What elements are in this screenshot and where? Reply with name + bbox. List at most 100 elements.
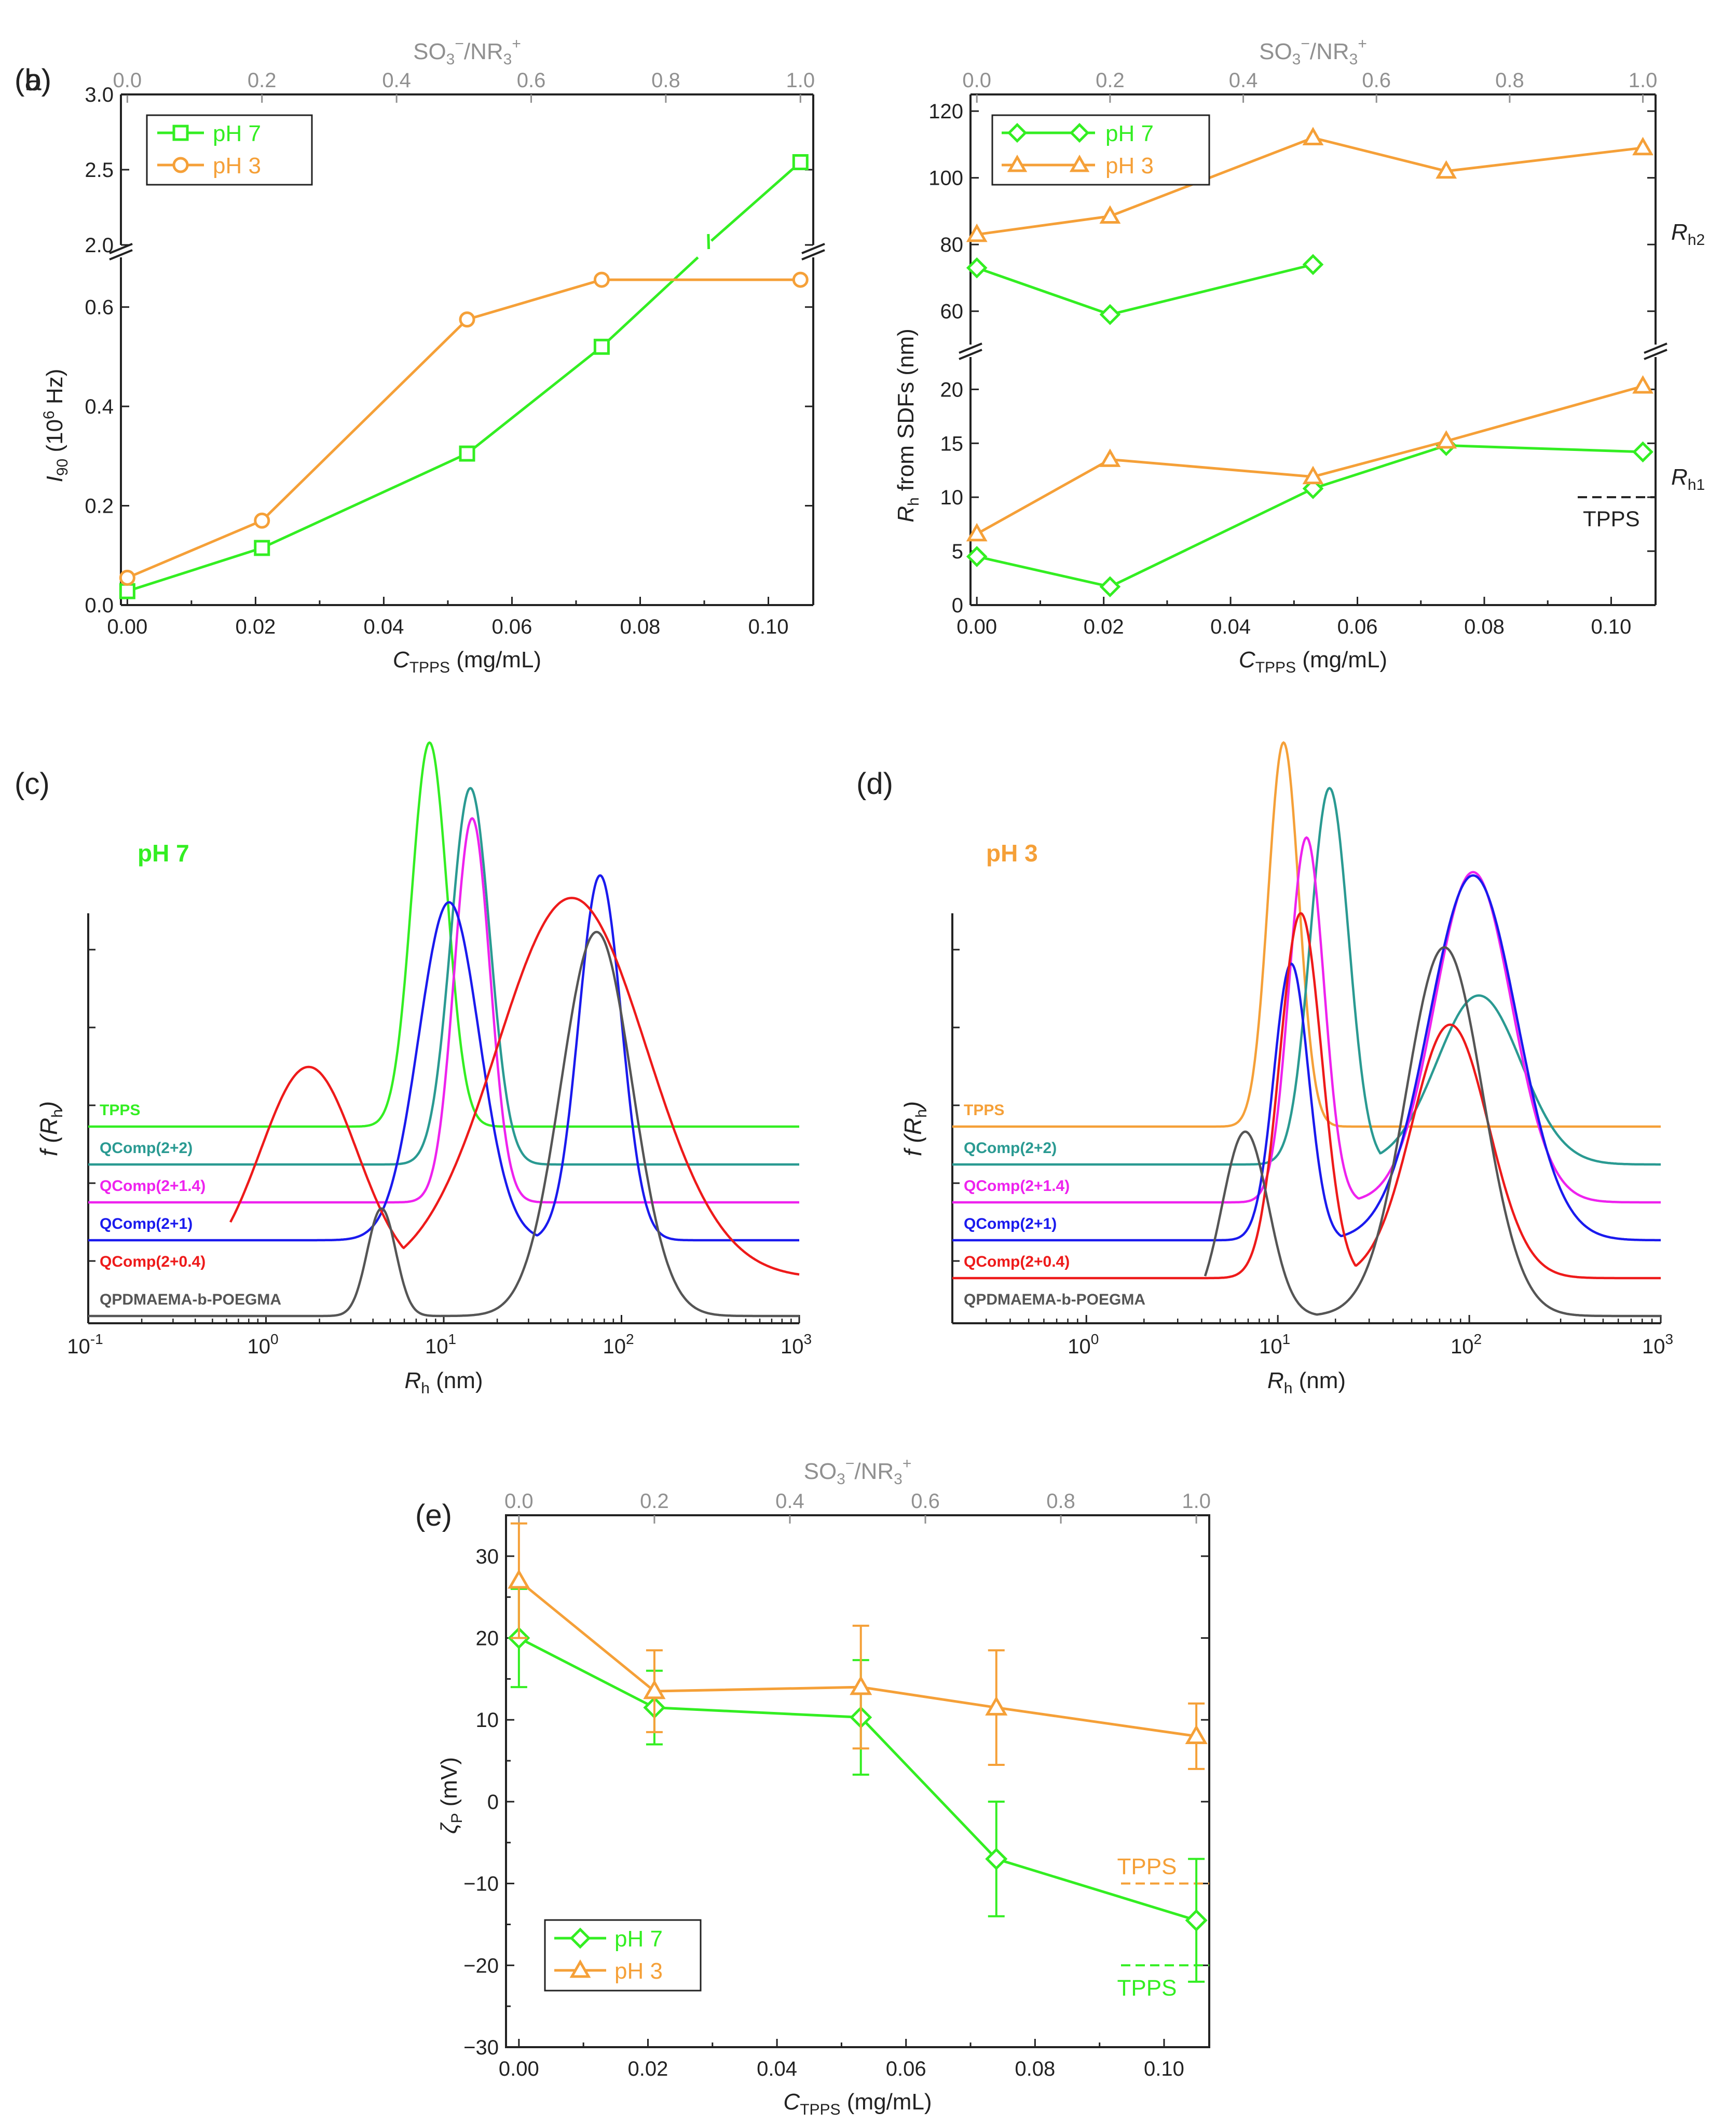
- y-tick-label: −10: [463, 1873, 499, 1896]
- series-line-green: [976, 444, 1643, 588]
- text-span: R: [1671, 220, 1688, 245]
- text-span: 2: [626, 1331, 634, 1347]
- text-span: 10: [425, 1335, 448, 1358]
- y-tick-label: −30: [463, 2036, 499, 2059]
- x-tick-label: 0.02: [628, 2058, 668, 2080]
- x-tick-label: 102: [603, 1331, 634, 1358]
- top-axis-label: SO3−/NR3+: [1259, 35, 1367, 68]
- curve-label: TPPS: [100, 1102, 140, 1119]
- text-span: 1: [1282, 1331, 1291, 1347]
- legend-box: [991, 114, 1210, 186]
- y-axis-label: f (Rh): [35, 1101, 66, 1156]
- text-span: +: [903, 1455, 912, 1472]
- top-tick-label: 0.6: [1362, 69, 1391, 92]
- text-span: 3: [1292, 51, 1301, 68]
- axis-break-mark: [1644, 342, 1667, 354]
- plot-frame: [505, 1514, 1210, 2048]
- top-axis-label: SO3−/NR3+: [413, 35, 521, 68]
- y-tick-label: −20: [463, 1954, 499, 1977]
- data-point: [593, 271, 610, 288]
- x-tick-label: 0.08: [620, 615, 661, 638]
- x-tick-label: 101: [425, 1331, 456, 1358]
- x-tick-label: 0.04: [757, 2058, 797, 2080]
- data-point: [966, 523, 988, 542]
- text-span: TPPS: [1255, 659, 1296, 676]
- text-span: (nm): [1292, 1368, 1346, 1393]
- distribution-curve-green: [88, 741, 799, 1128]
- text-span: 0: [270, 1331, 279, 1347]
- text-span: h: [913, 1109, 930, 1118]
- x-tick-label: 100: [247, 1331, 278, 1358]
- x-tick-label: 101: [1259, 1331, 1290, 1358]
- data-point: [1099, 448, 1121, 467]
- series-line-green: [710, 161, 801, 242]
- text-span: (nm): [430, 1368, 483, 1393]
- panel-label: (a): [15, 63, 51, 97]
- text-span: 6: [40, 410, 58, 419]
- x-tick-label: 0.06: [886, 2058, 926, 2080]
- text-span: h: [905, 497, 922, 506]
- text-span: P: [448, 1813, 466, 1824]
- top-tick-label: 0.0: [962, 69, 991, 92]
- data-point: [1302, 465, 1324, 485]
- distribution-curve-orange: [952, 741, 1661, 1128]
- top-tick-label: 0.2: [248, 69, 277, 92]
- data-point: [1436, 160, 1457, 179]
- text-span: h: [421, 1380, 430, 1397]
- text-span: 10: [1259, 1335, 1282, 1358]
- legend-marker: [172, 157, 189, 173]
- legend-label: pH 7: [213, 121, 261, 146]
- y-tick-label: 80: [940, 234, 964, 256]
- axis-break-mark: [959, 342, 982, 354]
- text-span: 3: [837, 1471, 845, 1488]
- top-tick-label: 0.8: [1495, 69, 1524, 92]
- y-tick-label: 0: [952, 594, 963, 617]
- distribution-curve-gray: [1204, 946, 1661, 1318]
- text-span: from SDFs (nm): [893, 328, 919, 497]
- x-tick-label: 102: [1451, 1331, 1482, 1358]
- series-line-green: [976, 263, 1314, 316]
- rh1-label: Rh1: [1671, 464, 1705, 493]
- text-span: +: [1358, 35, 1367, 52]
- y-tick-label: 5: [952, 540, 963, 563]
- text-span: 10: [1068, 1335, 1091, 1358]
- top-axis-label: SO3−/NR3+: [804, 1455, 912, 1488]
- distribution-curve-gray: [88, 930, 799, 1318]
- text-span: 10: [1451, 1335, 1474, 1358]
- x-tick-label: 0.02: [1084, 615, 1124, 638]
- text-span: R: [1267, 1368, 1284, 1393]
- x-tick-label: 0.00: [956, 615, 997, 638]
- curve-label: QPDMAEMA-b-POEGMA: [100, 1291, 281, 1308]
- text-span: (mg/mL): [1296, 647, 1387, 673]
- series-line-green: [707, 234, 710, 250]
- tpps-label: TPPS: [1117, 1854, 1177, 1880]
- y-tick-label: 20: [476, 1627, 499, 1650]
- top-tick-label: 0.6: [911, 1490, 940, 1513]
- text-span: (10: [42, 419, 67, 459]
- legend-marker: [569, 1959, 591, 1978]
- curve-label: QPDMAEMA-b-POEGMA: [964, 1291, 1145, 1308]
- text-span: SO: [1259, 39, 1292, 64]
- y-tick-label: 120: [928, 100, 963, 123]
- x-tick-label: 0.06: [492, 615, 532, 638]
- text-span: TPPS: [409, 659, 450, 676]
- legend-label: pH 3: [213, 153, 261, 179]
- condition-label: pH 7: [138, 840, 189, 867]
- data-point: [1302, 127, 1324, 145]
- text-span: −: [455, 35, 464, 52]
- data-point: [1302, 478, 1324, 499]
- text-span: (mg/mL): [450, 647, 541, 673]
- text-span: h: [49, 1109, 66, 1118]
- x-tick-label: 0.04: [1210, 615, 1251, 638]
- x-tick-label: 0.04: [363, 615, 404, 638]
- text-span: 0: [1091, 1331, 1099, 1347]
- text-span: SO: [413, 39, 446, 64]
- y-axis-label: I90 (106 Hz): [40, 369, 71, 483]
- condition-label: pH 3: [986, 840, 1038, 867]
- y-tick-label: 10: [940, 486, 964, 509]
- data-point: [1632, 441, 1653, 463]
- curve-label: QComp(2+1): [964, 1215, 1057, 1232]
- axis-break-mark: [109, 249, 133, 261]
- series-line-green: [518, 1637, 1197, 1922]
